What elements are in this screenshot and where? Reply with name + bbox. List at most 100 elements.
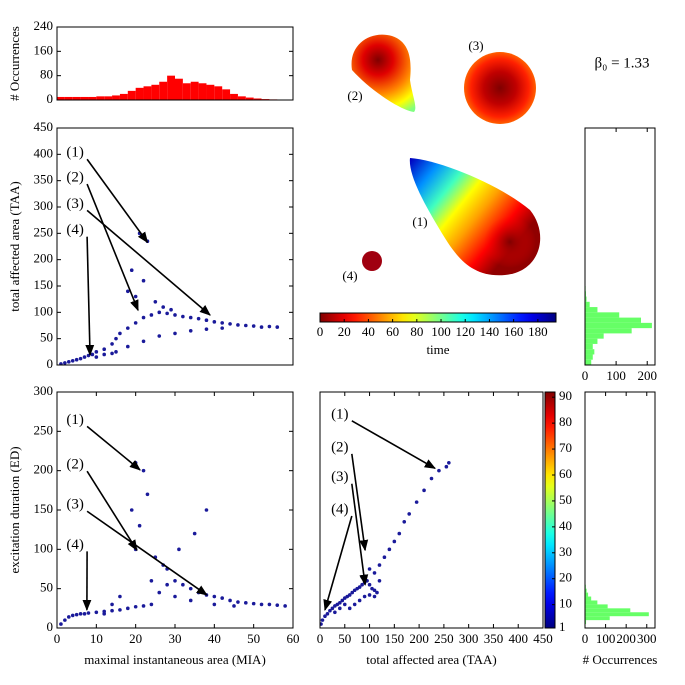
scatter-point xyxy=(74,357,79,362)
histogram-bar xyxy=(104,96,113,100)
scatter-point xyxy=(232,604,236,608)
scatter-point xyxy=(338,601,342,605)
scatter-point xyxy=(169,307,173,312)
scatter-point xyxy=(149,579,154,583)
histogram-bar xyxy=(167,75,175,100)
scatter-point xyxy=(126,344,130,349)
annotation-label: (4) xyxy=(331,501,349,517)
annotation-label: (3) xyxy=(66,196,84,212)
annotation-arrow xyxy=(86,470,138,552)
axes-frame xyxy=(56,26,294,101)
colorbar-tick-label: 80 xyxy=(559,414,572,429)
scatter-point xyxy=(244,601,248,605)
scatter-point xyxy=(188,598,193,603)
scatter-point xyxy=(196,316,201,321)
annotation-label: (3) xyxy=(331,469,349,485)
scatter-point xyxy=(228,322,232,326)
x-tick-label: 100 xyxy=(360,631,380,646)
histogram-bar xyxy=(175,78,183,100)
panel: 0 100 200 300 # Occurrences xyxy=(582,391,657,667)
y-tick-label: 160 xyxy=(34,42,54,57)
histogram-bar xyxy=(143,86,152,100)
histogram-bar xyxy=(585,592,589,597)
histogram-bar xyxy=(112,95,120,100)
annotation-arrow xyxy=(85,236,95,357)
scatter-point xyxy=(67,615,71,619)
blob-label: (1) xyxy=(412,214,427,229)
histogram-bar xyxy=(585,349,595,355)
scatter-point xyxy=(157,310,162,315)
scatter-point xyxy=(196,590,201,595)
scatter-point xyxy=(228,598,232,603)
colorbar-tick-label: 20 xyxy=(559,570,572,585)
colorbar-tick-label: 160 xyxy=(504,324,524,339)
scatter-point xyxy=(141,468,146,473)
scatter-point xyxy=(188,315,193,320)
scatter-point xyxy=(102,352,106,357)
scatter-point xyxy=(102,612,106,616)
scatter-point xyxy=(407,512,412,516)
scatter-point xyxy=(244,323,248,328)
scatter-point xyxy=(220,321,224,325)
scatter-point xyxy=(173,594,177,599)
scatter-point xyxy=(145,492,150,497)
histogram-bar xyxy=(585,616,610,621)
histogram-bar xyxy=(585,328,632,334)
blob-image xyxy=(351,34,416,112)
blob-image xyxy=(362,251,382,271)
histogram-bar xyxy=(64,96,73,100)
y-tick-label: 240 xyxy=(34,18,54,33)
scatter-point xyxy=(157,590,162,595)
histogram-bar xyxy=(96,96,105,100)
x-tick-label: 10 xyxy=(90,631,103,646)
y-axis-label: # Occurrences xyxy=(7,26,22,101)
panel: 0 50 100 150 200 250 300 350 400 450 total affecte… xyxy=(317,391,553,667)
scatter-point xyxy=(325,612,330,616)
x-tick-label: 30 xyxy=(169,631,182,646)
scatter-point xyxy=(94,350,99,354)
x-tick-label: 50 xyxy=(247,631,260,646)
scatter-point xyxy=(165,582,169,587)
plot-area xyxy=(57,75,293,100)
y-tick-label: 300 xyxy=(34,383,54,398)
x-tick-label: 40 xyxy=(208,631,221,646)
histogram-bar xyxy=(245,97,254,100)
histogram-bar xyxy=(585,301,590,308)
scatter-point xyxy=(212,320,217,324)
scatter-point xyxy=(110,602,114,607)
colorbar-tick-label: 20 xyxy=(338,324,351,339)
plot-area xyxy=(59,461,287,626)
scatter-point xyxy=(157,334,162,338)
scatter-point xyxy=(362,594,367,599)
scatter-point xyxy=(447,461,451,465)
scatter-point xyxy=(444,464,449,469)
colorbar-tick-label: 30 xyxy=(559,544,572,559)
scatter-point xyxy=(382,555,387,559)
annotation-arrow xyxy=(86,209,211,316)
scatter-point xyxy=(173,331,177,336)
scatter-point xyxy=(352,602,357,607)
scatter-point xyxy=(220,596,224,600)
colorbar-tick-label: 140 xyxy=(480,324,500,339)
scatter-point xyxy=(323,614,327,618)
scatter-point xyxy=(236,323,240,327)
scatter-point xyxy=(422,488,426,493)
scatter-point xyxy=(357,585,362,589)
histogram-bar xyxy=(214,86,223,100)
colorbar-tick-label: 90 xyxy=(559,388,572,403)
y-tick-label: 50 xyxy=(40,580,53,595)
scatter-point xyxy=(118,608,122,612)
panel: 1 10 20 30 40 50 60 70 80 90 xyxy=(544,388,572,634)
annotation-label: (2) xyxy=(66,169,84,185)
x-tick-label: 200 xyxy=(616,631,636,646)
scatter-point xyxy=(372,594,377,599)
scatter-point xyxy=(204,508,209,512)
histogram-bar xyxy=(585,333,604,339)
x-tick-label: 350 xyxy=(484,631,504,646)
scatter-point xyxy=(188,328,193,333)
annotation-label: (3) xyxy=(66,497,84,513)
scatter-point xyxy=(118,594,122,599)
panel: 0 50 100 150 200 250 300 0 10 20 30 40 50 60 excitatio… xyxy=(7,383,300,667)
colorbar-tick-label: 180 xyxy=(528,324,548,339)
scatter-point xyxy=(377,563,382,567)
